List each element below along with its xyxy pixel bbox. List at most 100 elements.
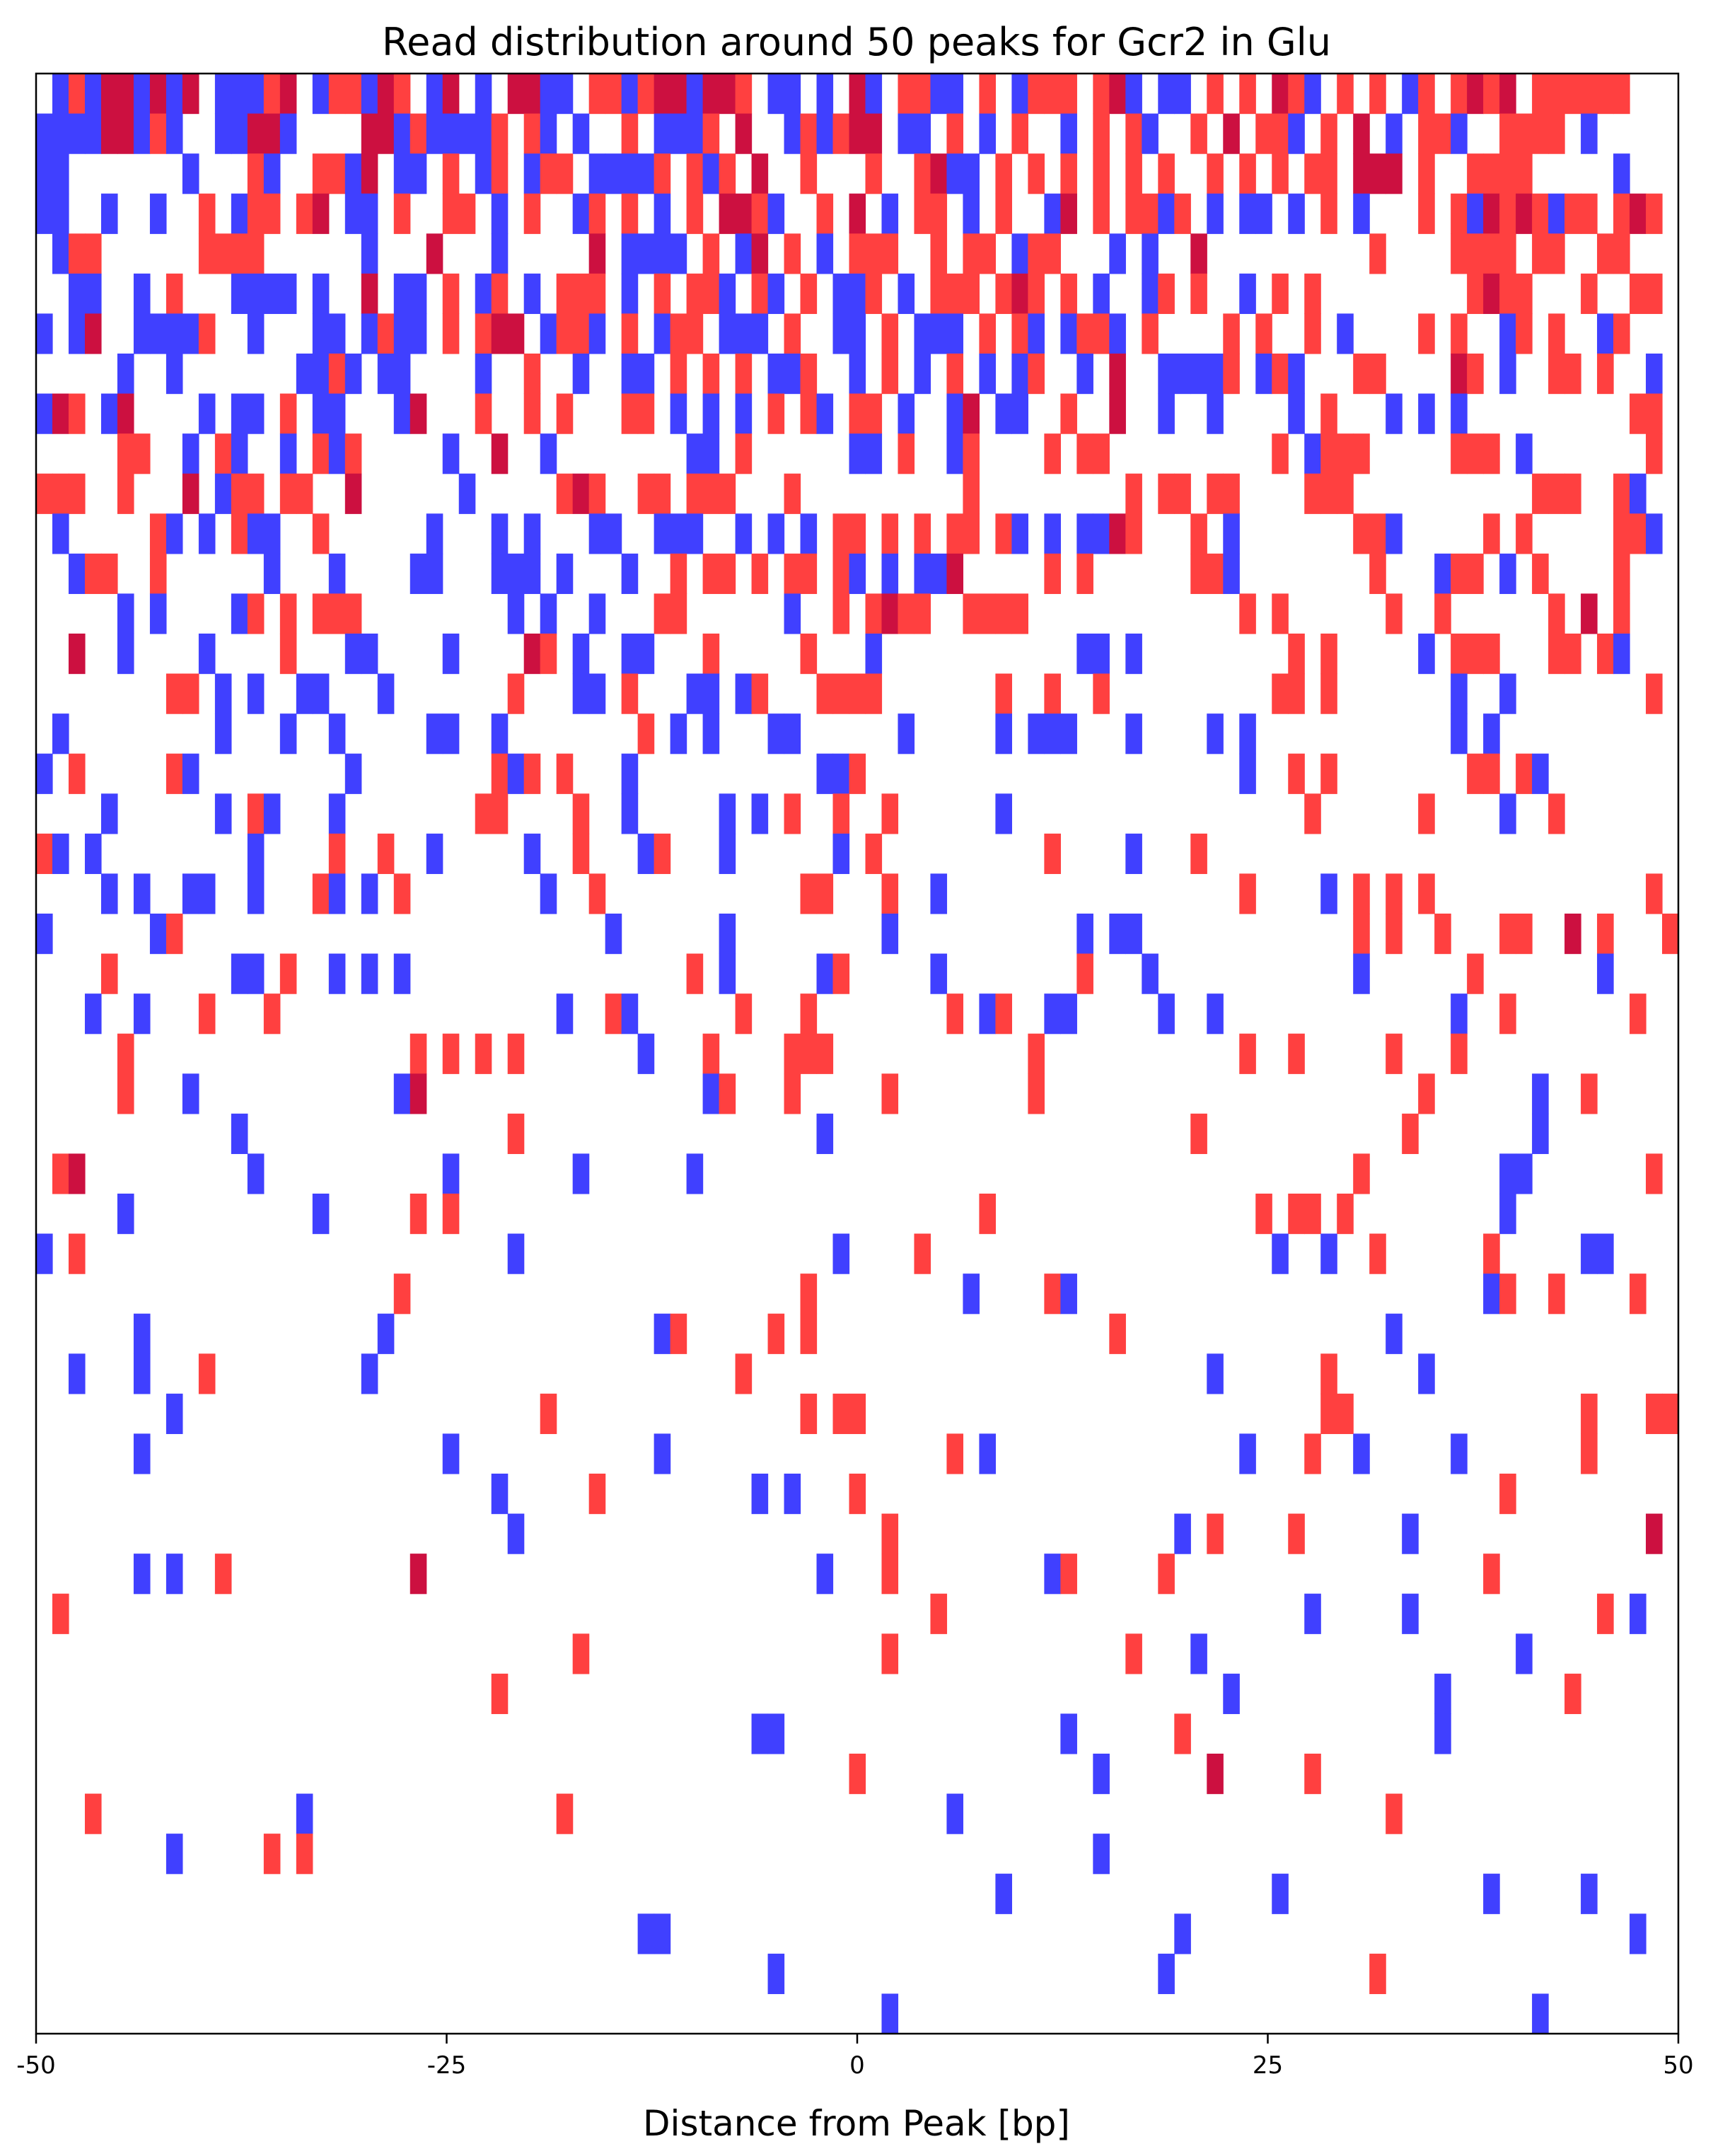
heatmap-cell <box>182 433 199 474</box>
heatmap-cell <box>1190 113 1207 154</box>
heatmap-cell <box>312 193 330 234</box>
heatmap-cell <box>1564 193 1581 234</box>
heatmap-cell <box>410 393 427 434</box>
heatmap-cell <box>1434 1713 1451 1754</box>
heatmap-cell <box>361 74 378 115</box>
heatmap-cell <box>784 553 801 595</box>
heatmap-cell <box>1581 193 1598 234</box>
heatmap-cell <box>1044 193 1061 234</box>
heatmap-cell <box>36 833 53 875</box>
heatmap-cell <box>800 273 818 315</box>
heatmap-cell <box>344 753 362 794</box>
heatmap-cell <box>231 433 248 474</box>
heatmap-cell <box>1174 74 1191 115</box>
heatmap-cell <box>361 313 378 354</box>
heatmap-cell <box>1304 433 1321 474</box>
heatmap-cell <box>881 793 899 834</box>
heatmap-cell <box>68 553 86 595</box>
heatmap-cell <box>68 393 86 434</box>
heatmap-cell <box>1076 634 1093 675</box>
heatmap-cell <box>1320 393 1337 434</box>
heatmap-cell <box>800 1393 818 1435</box>
heatmap-cell <box>995 513 1013 554</box>
heatmap-cell <box>637 833 655 875</box>
heatmap-cell <box>800 513 818 554</box>
heatmap-cell <box>1483 753 1500 794</box>
heatmap-cell <box>393 953 411 994</box>
heatmap-cell <box>914 153 931 194</box>
heatmap-cell <box>735 193 753 234</box>
heatmap-cell <box>995 193 1013 234</box>
heatmap-cell <box>621 273 639 315</box>
heatmap-cell <box>1564 473 1581 514</box>
heatmap-cell <box>1320 1353 1337 1394</box>
heatmap-cell <box>312 1194 330 1235</box>
heatmap-cell <box>296 473 313 514</box>
heatmap-cell <box>784 593 801 634</box>
heatmap-cell <box>393 74 411 115</box>
heatmap-cell <box>52 113 69 154</box>
heatmap-cell <box>881 1554 899 1595</box>
heatmap-cell <box>523 273 541 315</box>
heatmap-cell <box>1499 233 1516 274</box>
heatmap-cell <box>1418 74 1435 115</box>
heatmap-cell <box>719 74 736 115</box>
heatmap-cell <box>68 634 86 675</box>
heatmap-cell <box>344 354 362 395</box>
heatmap-cell <box>1516 113 1533 154</box>
heatmap-cell <box>133 433 151 474</box>
heatmap-cell <box>946 1793 964 1834</box>
heatmap-cell <box>182 673 199 714</box>
heatmap-cell <box>540 153 557 194</box>
heatmap-cell <box>393 113 411 154</box>
heatmap-cell <box>654 833 671 875</box>
heatmap-cell <box>1011 74 1028 115</box>
heatmap-cell <box>279 713 297 754</box>
heatmap-cell <box>1207 713 1224 754</box>
heatmap-cell <box>1272 1873 1289 1914</box>
heatmap-cell <box>1451 993 1468 1035</box>
heatmap-cell <box>1076 953 1093 994</box>
heatmap-cell <box>36 473 53 514</box>
heatmap-cell <box>1044 233 1061 274</box>
heatmap-cell <box>605 513 622 554</box>
heatmap-cell <box>1483 193 1500 234</box>
heatmap-cell <box>735 354 753 395</box>
heatmap-cell <box>914 513 931 554</box>
heatmap-cell <box>1207 1754 1224 1795</box>
heatmap-cell <box>214 1554 232 1595</box>
heatmap-cell <box>1239 593 1256 634</box>
heatmap-cell <box>751 1474 769 1515</box>
heatmap-cell <box>1613 513 1630 554</box>
heatmap-cell <box>719 833 736 875</box>
x-tick-label: -25 <box>427 2051 467 2080</box>
heatmap-cell <box>914 74 931 115</box>
heatmap-cell <box>930 553 948 595</box>
heatmap-cell <box>1011 113 1028 154</box>
heatmap-cell <box>1451 553 1468 595</box>
heatmap-cell <box>832 313 850 354</box>
heatmap-cell <box>68 233 86 274</box>
heatmap-cell <box>963 393 980 434</box>
heatmap-cell <box>328 793 346 834</box>
heatmap-cell <box>1451 433 1468 474</box>
heatmap-cell <box>914 193 931 234</box>
heatmap-cell <box>166 273 183 315</box>
heatmap-cell <box>361 233 378 274</box>
heatmap-cell <box>296 1793 313 1834</box>
heatmap-cell <box>410 1073 427 1114</box>
heatmap-cell <box>881 513 899 554</box>
heatmap-cell <box>68 1233 86 1274</box>
heatmap-cell <box>995 393 1013 434</box>
heatmap-cell <box>1516 513 1533 554</box>
heatmap-cell <box>1499 1274 1516 1315</box>
heatmap-cell <box>1564 354 1581 395</box>
heatmap-cell <box>702 1033 720 1074</box>
heatmap-cell <box>1548 113 1565 154</box>
heatmap-cell <box>1548 354 1565 395</box>
heatmap-cell <box>654 1313 671 1354</box>
heatmap-cell <box>995 993 1013 1035</box>
heatmap-cell <box>1337 473 1354 514</box>
heatmap-cell <box>1190 553 1207 595</box>
heatmap-cell <box>426 513 443 554</box>
